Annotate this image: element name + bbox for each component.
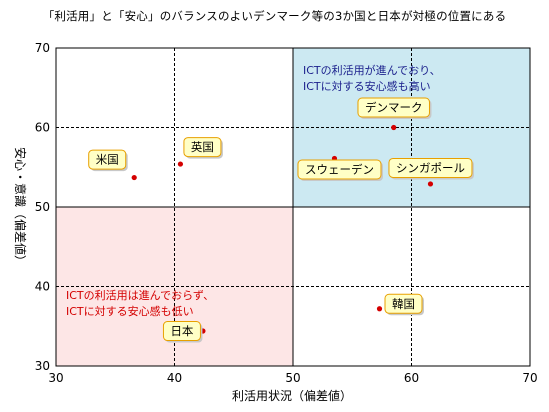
data-point bbox=[131, 174, 137, 181]
data-point bbox=[177, 161, 184, 167]
quadrant-note-line: ICTに対する安心感も低い bbox=[66, 304, 194, 318]
x-axis-title: 利活用状況（偏差値） bbox=[232, 388, 352, 403]
point-label: 米国 bbox=[96, 153, 119, 167]
y-tick-label: 40 bbox=[35, 280, 50, 294]
point-label-box: 英国 bbox=[183, 137, 223, 159]
point-label-box: 韓国 bbox=[384, 293, 425, 316]
x-tick-label: 30 bbox=[48, 371, 63, 385]
data-point bbox=[391, 124, 397, 131]
data-point bbox=[376, 306, 383, 312]
point-label: 韓国 bbox=[392, 297, 415, 311]
point-label-box: 米国 bbox=[88, 149, 128, 172]
point-label: デンマーク bbox=[365, 101, 423, 115]
x-tick-label: 40 bbox=[167, 371, 182, 385]
x-tick-label: 50 bbox=[285, 371, 300, 385]
x-tick-label: 70 bbox=[522, 371, 537, 385]
data-point bbox=[427, 181, 434, 187]
y-tick-label: 50 bbox=[35, 200, 50, 214]
y-tick-label: 30 bbox=[35, 359, 50, 373]
chart-title: 「利活用」と「安心」のバランスのよいデンマーク等の3か国と日本が対極の位置にある bbox=[42, 9, 507, 23]
quadrant-note-line: ICTに対する安心感も高い bbox=[303, 79, 431, 93]
y-axis-title: 安心・意識（偏差値） bbox=[13, 147, 28, 267]
point-label-box: シンガポール bbox=[388, 157, 474, 180]
point-label: スウェーデン bbox=[305, 163, 374, 177]
y-tick-label: 60 bbox=[35, 121, 50, 135]
quadrant-note-line: ICTの利活用が進んでおり、 bbox=[303, 63, 441, 77]
quadrant-note-line: ICTの利活用は進んでおらず、 bbox=[66, 289, 214, 302]
point-label: シンガポール bbox=[396, 161, 465, 175]
point-label-box: 日本 bbox=[162, 321, 203, 343]
point-label-box: スウェーデン bbox=[297, 159, 383, 182]
point-label: 英国 bbox=[191, 140, 214, 154]
point-label: 日本 bbox=[170, 324, 193, 338]
point-label-box: デンマーク bbox=[357, 97, 432, 119]
y-tick-label: 70 bbox=[35, 41, 50, 55]
x-tick-label: 60 bbox=[404, 371, 419, 385]
